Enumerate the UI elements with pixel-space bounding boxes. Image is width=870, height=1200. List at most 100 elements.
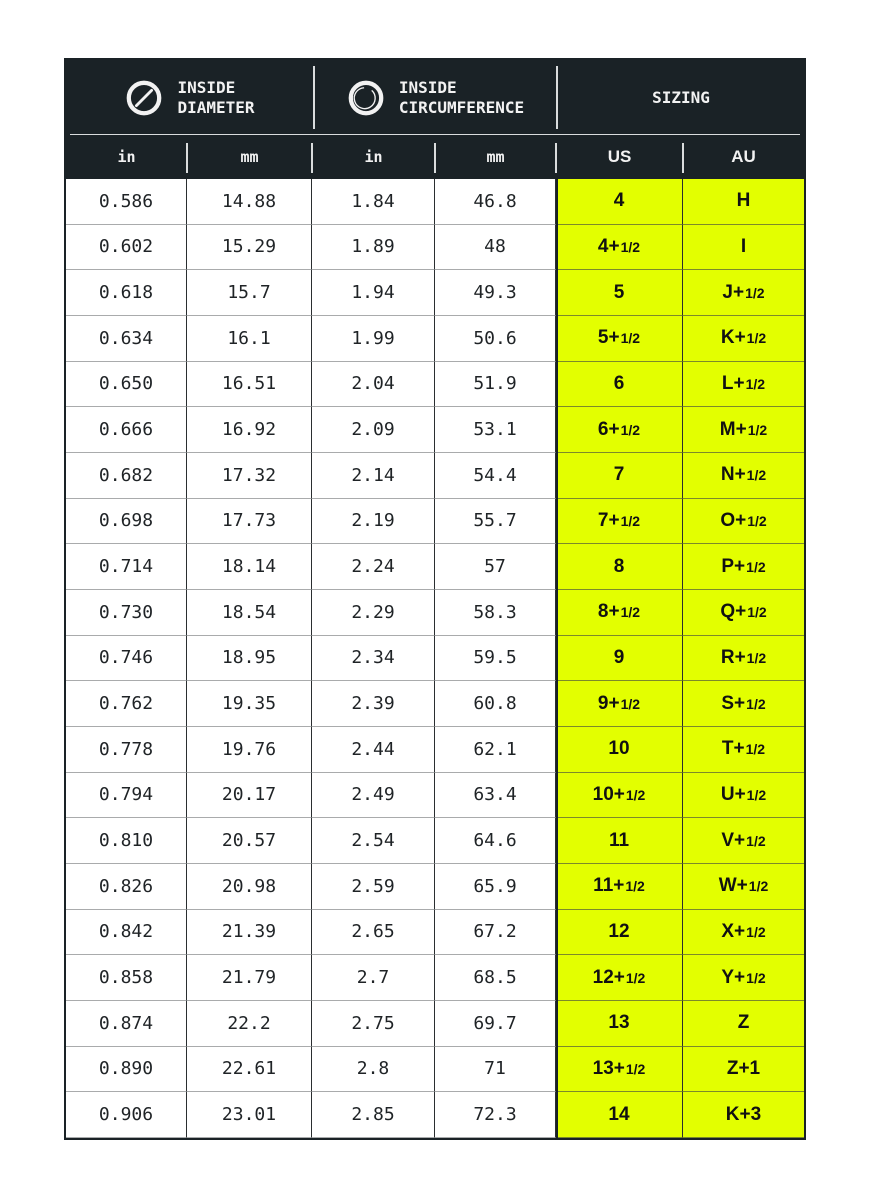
cell-value: 0.682 [98, 464, 154, 486]
cell-fraction: 1/2 [746, 969, 766, 986]
table-row: 0.714 18.14 2.24 57 8 P+ 1/2 [66, 544, 804, 590]
cell-value: 21.79 [221, 967, 277, 989]
table-row: 0.618 15.7 1.94 49.3 5 J+ 1/2 [66, 270, 804, 316]
cell-au: Z [683, 1001, 804, 1047]
cell-au: Z+1 [683, 1046, 804, 1093]
cell-au: K+3 [683, 1092, 804, 1138]
cell-c-in: 2.8 [312, 1046, 435, 1093]
cell-value: 58.3 [473, 601, 517, 623]
column-header: US [607, 147, 632, 166]
cell-value: 59.5 [473, 647, 517, 669]
cell-d-mm: 21.39 [187, 909, 312, 956]
table-row: 0.650 16.51 2.04 51.9 6 L+ 1/2 [66, 361, 804, 408]
cell-value: 0.666 [98, 419, 154, 441]
cell-c-mm: 71 [435, 1046, 556, 1093]
cell-fraction: 1/2 [620, 604, 641, 621]
cell-d-mm: 14.88 [187, 179, 312, 225]
cell-value: 2.85 [351, 1104, 395, 1126]
cell-d-mm: 18.54 [187, 590, 312, 636]
divider [682, 143, 684, 173]
cell-au: K+ 1/2 [683, 316, 804, 362]
cell-c-in: 2.34 [312, 635, 435, 682]
cell-value: Q+ [720, 601, 747, 623]
cell-value: 55.7 [473, 510, 517, 532]
cell-value: 0.858 [98, 967, 154, 989]
cell-d-mm: 20.98 [187, 864, 312, 910]
cell-us: 5+ 1/2 [556, 316, 683, 362]
cell-value: 0.826 [98, 875, 154, 897]
divider [434, 143, 436, 173]
cell-c-mm: 51.9 [435, 361, 556, 408]
cell-d-in: 0.618 [66, 270, 187, 316]
ring-size-table: INSIDE DIAMETER INSIDE CIRCUMFERENCE SIZIN… [64, 58, 806, 1140]
cell-au: I [683, 224, 804, 271]
cell-value: 2.24 [351, 556, 395, 578]
cell-au: V+ 1/2 [683, 818, 804, 864]
header-sizing: SIZING [558, 60, 804, 135]
cell-value: X+ [721, 920, 746, 942]
table-row: 0.682 17.32 2.14 54.4 7 N+ 1/2 [66, 453, 804, 499]
cell-c-mm: 59.5 [435, 635, 556, 682]
cell-c-mm: 50.6 [435, 316, 556, 362]
cell-c-mm: 57 [435, 544, 556, 590]
cell-d-mm: 19.76 [187, 727, 312, 773]
header-inside-circumference: INSIDE CIRCUMFERENCE [315, 60, 556, 135]
cell-d-mm: 15.7 [187, 270, 312, 316]
cell-fraction: 1/2 [746, 832, 766, 849]
cell-value: 18.95 [221, 647, 277, 669]
cell-fraction: 1/2 [745, 375, 766, 392]
cell-d-mm: 16.92 [187, 407, 312, 453]
cell-fraction: 1/2 [746, 467, 767, 484]
divider [556, 179, 558, 1138]
cell-value: 62.1 [473, 738, 517, 760]
cell-value: 22.2 [227, 1012, 271, 1034]
cell-c-mm: 69.7 [435, 1001, 556, 1047]
cell-c-mm: 46.8 [435, 179, 556, 225]
cell-d-in: 0.842 [66, 909, 187, 956]
cell-fraction: 1/2 [745, 284, 765, 301]
cell-fraction: 1/2 [625, 1060, 646, 1077]
cell-d-in: 0.602 [66, 224, 187, 271]
divider [556, 66, 558, 129]
cell-value: 1.84 [351, 190, 395, 212]
table-row: 0.586 14.88 1.84 46.8 4 H [66, 179, 804, 225]
cell-value: W+ [718, 875, 748, 897]
cell-value: 48 [484, 236, 506, 258]
cell-d-in: 0.890 [66, 1046, 187, 1093]
cell-value: 9 [613, 646, 625, 668]
cell-value: 0.794 [98, 784, 154, 806]
cell-au: W+ 1/2 [683, 864, 804, 910]
cell-c-in: 2.29 [312, 590, 435, 636]
cell-d-in: 0.698 [66, 498, 187, 545]
column-header-row: in mm in mm US AU [66, 135, 804, 179]
cell-us: 4+ 1/2 [556, 224, 683, 271]
cell-d-mm: 15.29 [187, 224, 312, 271]
cell-value: 69.7 [473, 1012, 517, 1034]
cell-c-mm: 65.9 [435, 864, 556, 910]
cell-d-in: 0.794 [66, 772, 187, 819]
cell-value: 57 [484, 556, 506, 578]
cell-c-in: 2.54 [312, 818, 435, 864]
cell-value: 1.89 [351, 236, 395, 258]
cell-value: Z [737, 1012, 750, 1034]
cell-value: 6 [613, 372, 625, 394]
cell-value: 63.4 [473, 784, 517, 806]
cell-c-in: 1.89 [312, 224, 435, 271]
cell-d-mm: 17.32 [187, 453, 312, 499]
cell-c-mm: 67.2 [435, 909, 556, 956]
column-header: in [117, 148, 136, 166]
header-line: DIAMETER [177, 97, 255, 117]
cell-value: 13+ [592, 1057, 625, 1079]
cell-value: 2.09 [351, 419, 395, 441]
cell-value: 1.99 [351, 327, 395, 349]
cell-fraction: 1/2 [746, 786, 767, 803]
cell-au: O+ 1/2 [683, 498, 804, 545]
cell-value: 19.35 [221, 693, 277, 715]
cell-value: T+ [721, 738, 745, 760]
cell-fraction: 1/2 [746, 330, 767, 347]
cell-value: 0.746 [98, 647, 154, 669]
cell-us: 8+ 1/2 [556, 590, 683, 636]
cell-d-in: 0.810 [66, 818, 187, 864]
cell-value: 2.75 [351, 1012, 395, 1034]
cell-value: 72.3 [473, 1104, 517, 1126]
